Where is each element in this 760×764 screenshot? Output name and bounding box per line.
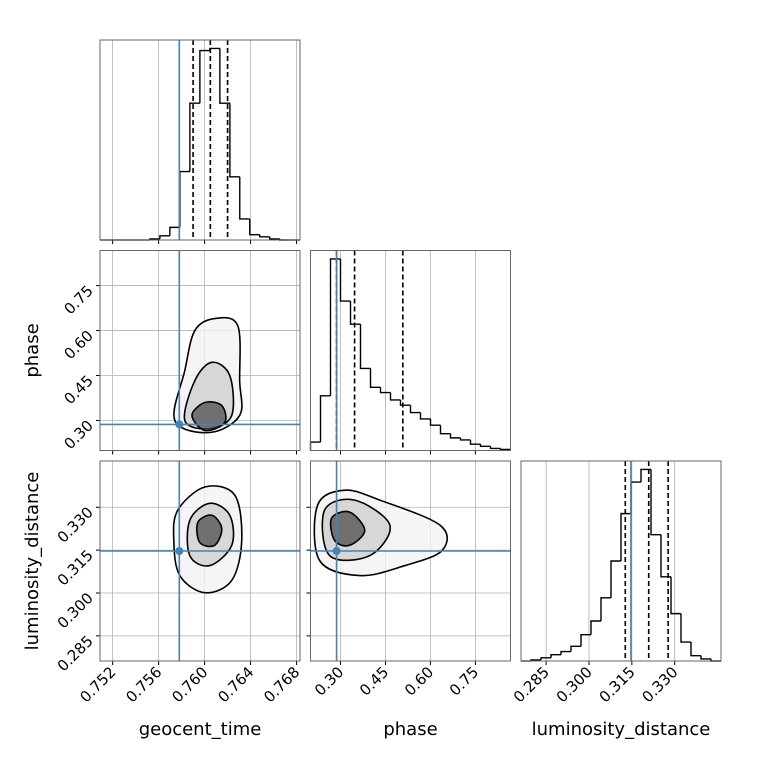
histogram-bin [409,405,421,414]
histogram-bin [389,392,401,401]
histogram-bin [189,102,200,172]
histogram-bin [540,657,551,660]
diagonal-panel [99,39,301,244]
panel-frame [310,460,511,662]
histogram-bin [209,47,220,51]
histogram-bin [570,645,581,652]
histogram-bin [259,234,270,238]
x-tick-label: 0.285 [510,663,553,706]
y-tick-label: 0.30 [60,417,96,453]
histogram-bin [339,258,351,302]
x-tick-label: 0.752 [76,663,119,706]
truth-point [332,547,341,555]
histogram-bin [620,512,631,561]
histogram-bin [429,418,441,426]
x-axis-label: phase [383,719,437,740]
histogram-bin [419,412,431,420]
histogram-bin [439,425,451,435]
histogram-bin [159,235,170,239]
diagonal-panel: 0.285 0.300 0.315 0.330 [510,460,722,706]
pair-panel: 0.752 0.756 0.760 0.764 0.768 0.2850.3000.315… [54,460,303,706]
y-axis-label: luminosity_distance [22,472,43,651]
x-tick-label: 0.764 [214,663,257,706]
panel-frame [99,39,301,241]
histogram-bin [349,301,361,325]
histogram-bin [329,258,341,396]
y-tick-label: 0.315 [54,546,97,589]
x-tick-label: 0.300 [553,663,596,706]
histogram-bin [690,642,701,657]
histogram-bin [369,368,381,389]
histogram-bin [229,103,240,178]
histogram-bin [650,469,661,536]
truth-point [175,420,184,429]
contour [196,514,223,548]
contour [191,401,227,432]
histogram-bin [499,448,511,451]
truth-point [175,547,184,555]
histogram-bin [319,395,331,443]
histogram-bin [700,655,711,660]
histogram-bin [239,176,250,220]
histogram-bin [199,49,210,104]
panel-frame [520,460,722,662]
x-tick-label: 0.75 [446,663,482,699]
histogram-bin [600,597,611,621]
histogram-bin [449,433,461,439]
panel-frame [99,460,301,662]
x-tick-label: 0.760 [168,663,211,706]
x-axis-label: luminosity_distance [532,719,711,740]
y-tick-label: 0.60 [60,327,96,363]
y-tick-label: 0.300 [54,589,97,632]
histogram-bin [309,441,321,451]
histogram-bin [359,324,371,370]
x-tick-label: 0.768 [260,663,303,706]
panel-frame [99,250,301,451]
pair-panel: 0.30 0.45 0.60 0.75 [60,250,301,455]
x-tick-label: 0.330 [638,663,681,706]
histogram-bin [680,613,691,643]
histogram-bin [580,633,591,647]
histogram-bin [610,560,621,598]
y-axis-label: phase [22,323,43,377]
histogram-bin [469,439,481,445]
y-tick-label: 0.75 [60,282,96,318]
histogram-bin [670,576,681,615]
x-tick-label: 0.30 [311,663,347,699]
x-axis-label: geocent_time [139,719,262,740]
histogram-bin [560,650,571,655]
histogram-bin [590,620,601,635]
contour [329,510,366,547]
histogram-bin [249,218,260,236]
histogram-bin [219,48,230,104]
y-tick-label: 0.45 [60,372,96,408]
diagonal-panel [309,250,511,455]
panel-frame [310,250,511,451]
histogram-bin [640,468,651,483]
histogram-bin [550,653,561,658]
histogram-bin [630,481,641,514]
y-tick-label: 0.330 [54,503,97,546]
y-tick-label: 0.285 [54,632,97,675]
histogram-bin [269,236,280,240]
histogram-bin [179,170,190,228]
histogram-bin [479,444,491,447]
histogram-bin [489,446,501,450]
x-tick-label: 0.756 [122,663,165,706]
histogram-bin [169,226,180,236]
histogram-bin [660,534,671,578]
x-tick-label: 0.45 [356,663,392,699]
x-tick-label: 0.315 [596,663,639,706]
x-tick-label: 0.60 [401,663,437,699]
histogram-bin [379,387,391,394]
histogram-bin [459,437,471,441]
histogram-bin [399,399,411,406]
